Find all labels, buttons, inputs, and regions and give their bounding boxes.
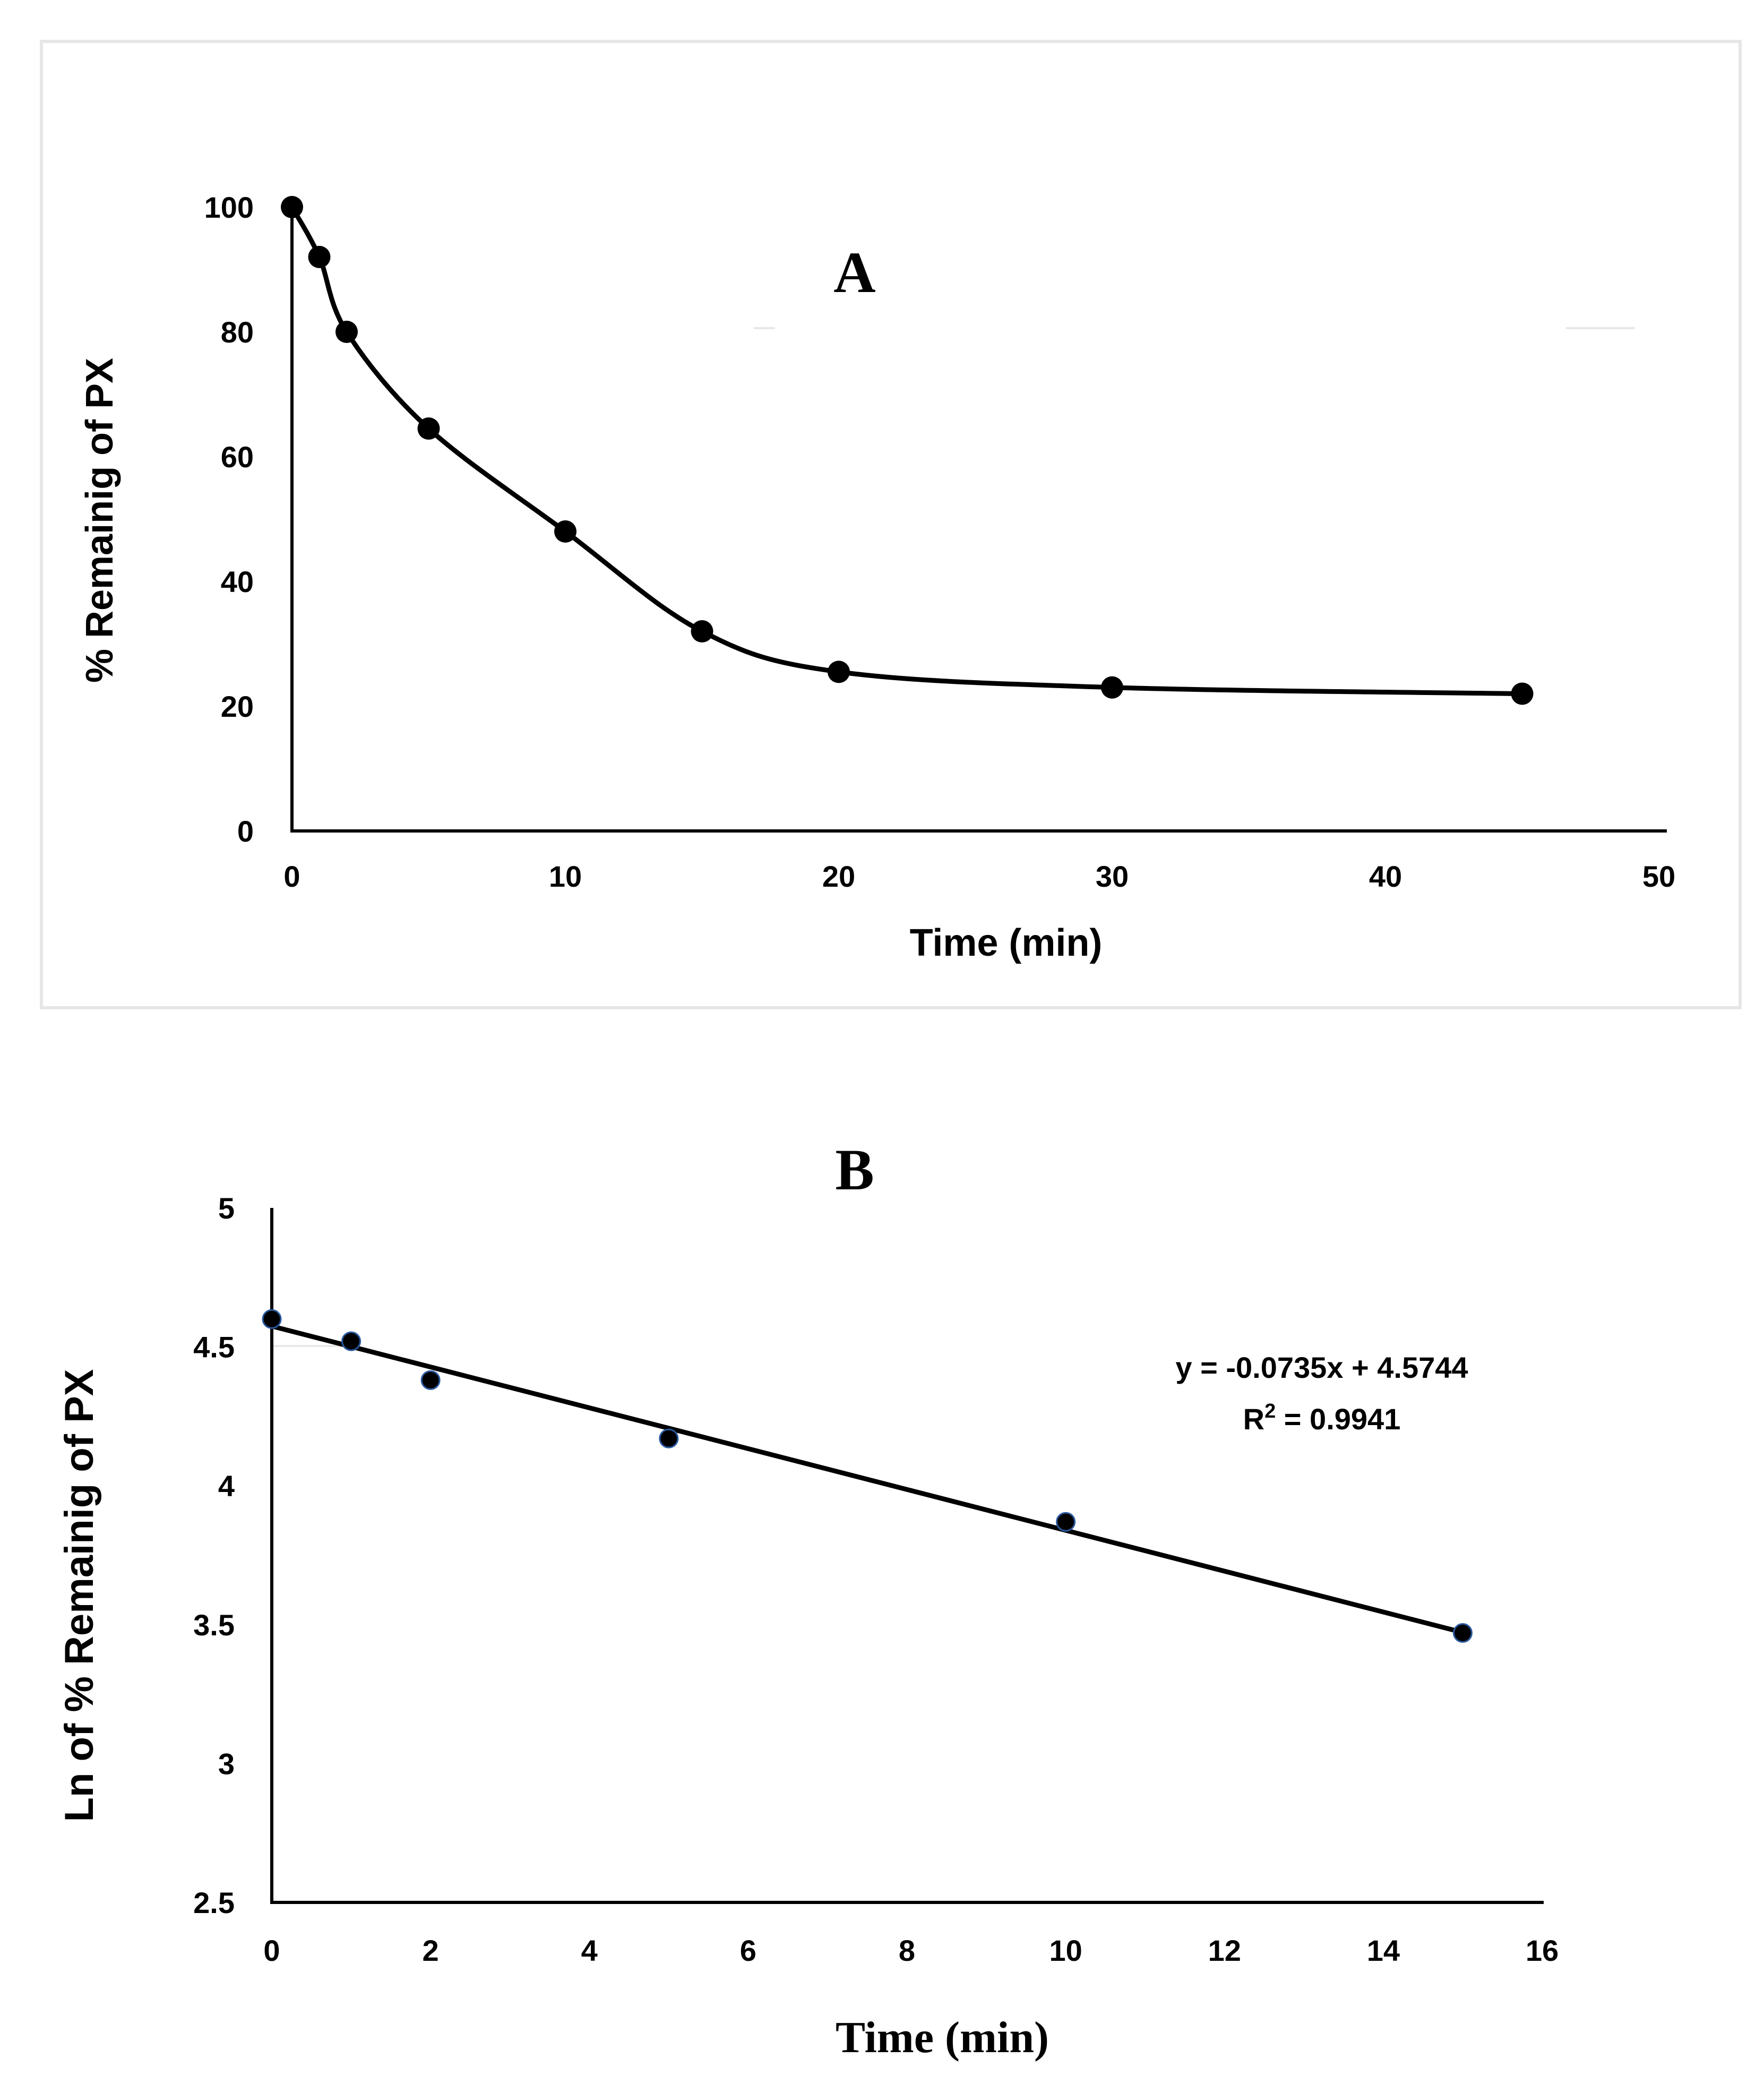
chart-b-x-tick-label: 16	[1526, 1934, 1559, 1967]
chart-b-data-point	[420, 1370, 441, 1390]
chart-b-data-point	[262, 1309, 282, 1329]
chart-a-data-point	[335, 321, 358, 343]
chart-a-x-tick-label: 20	[822, 860, 855, 893]
panel-a-label: A	[833, 240, 875, 305]
chart-a-data-point	[1511, 682, 1534, 705]
chart-a-data-point	[281, 196, 303, 218]
chart-b-data-point	[1056, 1512, 1076, 1532]
chart-a-y-tick-label: 20	[221, 690, 254, 723]
chart-b-y-tick-label: 3.5	[193, 1608, 235, 1642]
chart-a-y-tick-label: 80	[221, 315, 254, 349]
chart-a-x-tick-label: 30	[1096, 860, 1129, 893]
chart-b-x-tick-label: 4	[581, 1934, 598, 1967]
chart-a-y-tick-label: 40	[221, 565, 254, 598]
chart-a-x-tick-labels: 0 10 20 30 40 50	[283, 860, 1675, 893]
chart-b-r-squared: R2 = 0.9941	[1243, 1400, 1401, 1436]
chart-b-x-tick-label: 8	[899, 1934, 915, 1967]
chart-a-data-point	[554, 520, 576, 543]
chart-b-r2-value: = 0.9941	[1276, 1402, 1400, 1436]
chart-b-x-axis-title: Time (min)	[836, 2013, 1049, 2062]
chart-a-data-point	[417, 417, 440, 440]
panel-b-label: B	[835, 1137, 874, 1202]
chart-a-y-tick-label: 60	[221, 440, 254, 474]
chart-b-y-tick-label: 5	[218, 1191, 235, 1225]
chart-b-points	[262, 1309, 1473, 1643]
chart-a-series-line	[290, 205, 1522, 696]
chart-a-y-tick-labels: 0 20 40 60 80 100	[204, 191, 254, 848]
chart-b-y-axis-title: Ln of % Remainig of PX	[57, 1369, 102, 1822]
chart-a-x-tick-label: 50	[1642, 860, 1675, 893]
chart-a-data-point	[1101, 676, 1123, 699]
chart-a-y-tick-label: 100	[204, 191, 254, 224]
chart-b-y-tick-label: 4.5	[193, 1331, 235, 1364]
chart-b-x-tick-label: 10	[1049, 1934, 1082, 1967]
chart-b-data-point	[659, 1428, 679, 1448]
chart-b-y-tick-label: 4	[218, 1469, 235, 1503]
chart-b-equation: y = -0.0735x + 4.5744	[1175, 1351, 1468, 1384]
chart-a-data-point	[691, 620, 713, 642]
chart-b-x-tick-label: 14	[1367, 1934, 1400, 1967]
chart-a-x-tick-label: 0	[283, 860, 300, 893]
chart-a-y-tick-label: 0	[237, 814, 254, 848]
chart-b-r2-prefix: R	[1243, 1402, 1264, 1436]
chart-a-x-tick-label: 10	[549, 860, 582, 893]
chart-b-y-tick-label: 3	[218, 1747, 235, 1780]
chart-b-data-point	[1452, 1623, 1473, 1643]
chart-a-x-tick-label: 40	[1369, 860, 1402, 893]
chart-b-x-tick-label: 12	[1208, 1934, 1241, 1967]
chart-a-y-axis-title: % Remainig of PX	[79, 358, 121, 683]
chart-b-y-tick-labels: 2.5 3 3.5 4 4.5 5	[193, 1191, 235, 1919]
chart-a: A 0 20 40 60 80 100 0 10 20 30 40 50 Time (min) % …	[79, 191, 1675, 964]
panel-a-frame	[40, 40, 1742, 1009]
chart-b-x-tick-label: 2	[423, 1934, 439, 1967]
chart-a-data-point	[308, 246, 331, 268]
chart-a-x-axis-title: Time (min)	[910, 922, 1103, 964]
chart-a-data-point	[828, 661, 850, 683]
chart-b-trendline	[271, 1324, 1464, 1635]
chart-a-points	[281, 196, 1534, 705]
chart-b-x-tick-label: 6	[740, 1934, 756, 1967]
chart-b-data-point	[341, 1331, 362, 1351]
chart-b-x-tick-label: 0	[263, 1934, 280, 1967]
chart-b-x-tick-labels: 0 2 4 6 8 10 12 14 16	[263, 1934, 1559, 1967]
chart-b-r2-sup: 2	[1264, 1400, 1276, 1422]
chart-b-y-tick-label: 2.5	[193, 1886, 235, 1919]
chart-b: B 2.5 3 3.5 4 4.5 5 0 2 4 6 8 10 12 14 16 y = -0.0735…	[57, 1137, 1559, 2062]
